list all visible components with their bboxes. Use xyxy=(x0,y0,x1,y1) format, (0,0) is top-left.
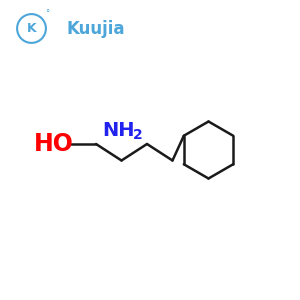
Text: 2: 2 xyxy=(133,128,143,142)
Text: Kuujia: Kuujia xyxy=(66,20,124,38)
Text: NH: NH xyxy=(102,121,135,140)
Text: HO: HO xyxy=(34,132,74,156)
Text: K: K xyxy=(27,22,36,35)
Text: °: ° xyxy=(45,10,49,19)
